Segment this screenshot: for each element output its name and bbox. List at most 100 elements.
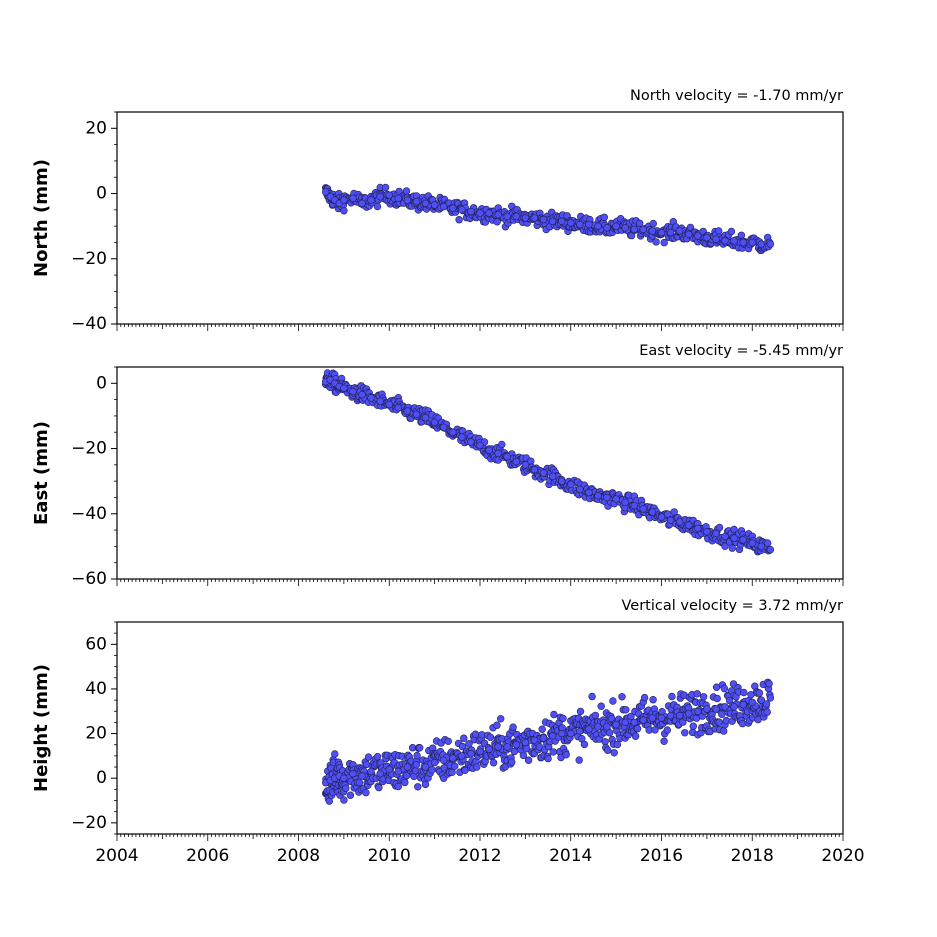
north-data-point xyxy=(660,238,668,247)
north-data-point xyxy=(635,219,644,228)
east-data-point xyxy=(630,501,638,510)
north-data-point xyxy=(494,211,502,219)
east-data-point xyxy=(594,492,602,500)
east-data-point xyxy=(440,423,448,431)
east-data-point xyxy=(715,523,724,532)
height-data-point xyxy=(497,715,505,723)
height-data-point xyxy=(449,754,457,762)
north-y-axis-label: North (mm) xyxy=(31,159,52,277)
north-y-tick-label: −20 xyxy=(71,249,107,269)
east-data-point xyxy=(657,513,666,521)
height-y-tick-label: 40 xyxy=(85,679,107,699)
height-data-point xyxy=(693,690,701,698)
east-data-point xyxy=(557,477,566,485)
east-data-point xyxy=(603,493,611,502)
height-data-point xyxy=(649,695,657,704)
height-data-point xyxy=(548,732,557,740)
north-data-point xyxy=(712,235,720,243)
east-data-point xyxy=(748,539,756,547)
east-data-points xyxy=(322,369,775,556)
east-data-point xyxy=(376,397,384,405)
east-data-point xyxy=(494,449,502,458)
height-data-point xyxy=(576,707,585,716)
north-data-point xyxy=(757,240,765,248)
height-data-point xyxy=(539,734,548,742)
height-data-point xyxy=(575,756,583,764)
east-data-point xyxy=(567,480,575,489)
north-data-point xyxy=(594,222,602,230)
height-data-point xyxy=(476,747,484,756)
height-data-point xyxy=(755,689,764,697)
north-data-point xyxy=(493,218,501,226)
east-data-point xyxy=(576,485,584,493)
north-data-point xyxy=(340,196,348,204)
height-data-point xyxy=(765,679,773,688)
height-data-point xyxy=(699,693,708,701)
height-data-point xyxy=(444,737,452,745)
height-data-point xyxy=(340,774,348,782)
east-data-point xyxy=(548,472,557,480)
height-data-point xyxy=(603,746,612,754)
height-data-point xyxy=(719,727,728,735)
height-data-point xyxy=(385,765,393,773)
east-data-point xyxy=(498,440,506,449)
north-data-point xyxy=(639,225,647,234)
height-data-point xyxy=(694,707,702,715)
north-data-point xyxy=(630,225,638,234)
height-data-point xyxy=(681,729,689,737)
east-data-point xyxy=(421,413,430,422)
east-data-point xyxy=(730,534,738,542)
east-data-point xyxy=(476,441,484,449)
north-data-point xyxy=(421,199,430,208)
height-data-point xyxy=(720,684,729,693)
height-data-point xyxy=(460,734,468,742)
height-data-point xyxy=(712,705,720,713)
height-data-point xyxy=(562,751,570,759)
north-data-point xyxy=(766,240,775,248)
east-data-point xyxy=(721,542,729,550)
east-data-point xyxy=(340,384,348,392)
north-data-point xyxy=(402,187,411,195)
east-data-point xyxy=(467,438,475,446)
height-data-point xyxy=(538,725,546,733)
x-tick-label: 2014 xyxy=(549,846,592,866)
height-data-point xyxy=(486,733,495,741)
height-data-point xyxy=(524,756,533,764)
east-data-point xyxy=(485,446,493,454)
height-data-point xyxy=(473,763,481,771)
north-y-tick-label: 0 xyxy=(96,184,107,204)
height-data-point xyxy=(559,714,567,723)
height-data-point xyxy=(376,769,384,778)
height-data-point xyxy=(421,780,430,789)
east-data-point xyxy=(512,457,520,466)
height-data-point xyxy=(440,756,448,765)
east-data-point xyxy=(449,428,457,436)
height-data-point xyxy=(412,761,421,769)
north-data-point xyxy=(455,216,463,224)
north-data-point xyxy=(557,217,566,226)
east-data-point xyxy=(585,488,593,497)
x-tick-label: 2006 xyxy=(186,846,229,866)
height-data-point xyxy=(519,751,528,760)
north-data-point xyxy=(449,204,457,212)
north-panel: North velocity = -1.70 mm/yr North (mm) … xyxy=(31,88,844,334)
height-data-point xyxy=(612,720,620,729)
east-data-point xyxy=(670,508,678,516)
height-data-point xyxy=(373,752,382,761)
north-data-point xyxy=(748,238,756,247)
height-data-point xyxy=(721,703,729,711)
height-data-point xyxy=(588,692,596,701)
north-data-point xyxy=(458,206,466,214)
height-data-point xyxy=(512,740,520,749)
north-data-point xyxy=(430,201,439,209)
north-data-point xyxy=(394,194,402,203)
height-data-point xyxy=(713,694,721,703)
north-data-point xyxy=(440,202,448,211)
height-data-point xyxy=(414,783,422,791)
north-y-tick-label: −40 xyxy=(71,314,107,334)
height-data-point xyxy=(730,703,738,711)
height-data-point xyxy=(762,700,771,708)
height-data-point xyxy=(550,710,558,719)
east-data-point xyxy=(539,469,548,477)
height-data-point xyxy=(346,791,355,799)
